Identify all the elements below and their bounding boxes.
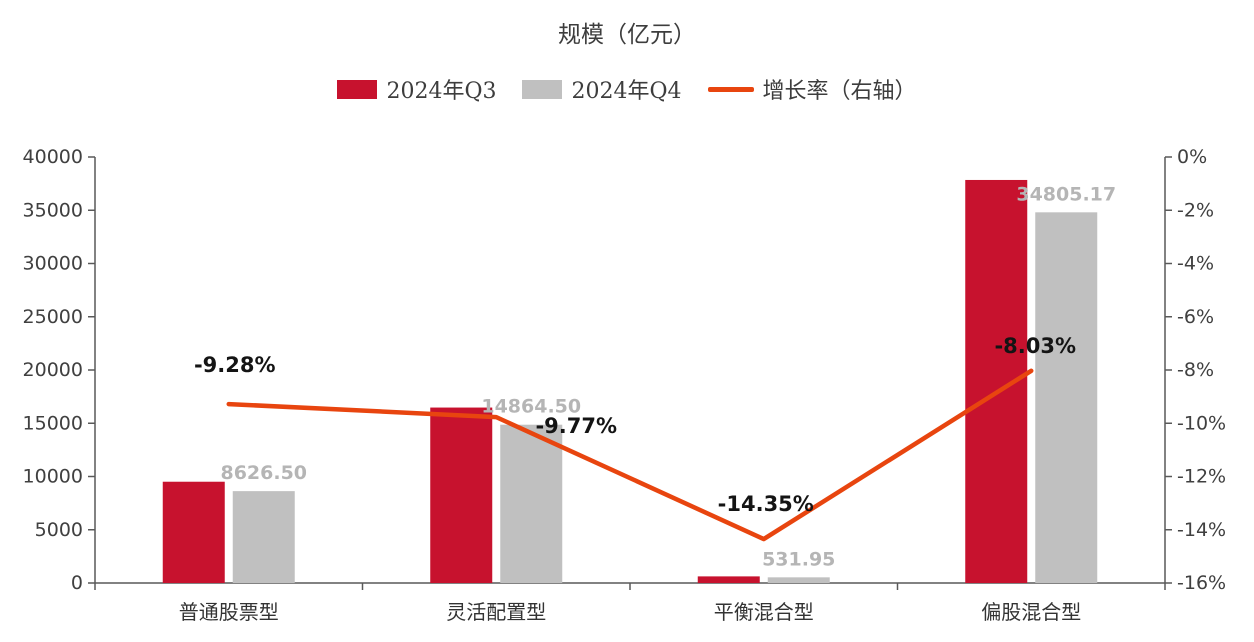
bar-series1-cat3 <box>1035 212 1098 583</box>
right-axis-tick-label: -16% <box>1177 572 1226 594</box>
category-label: 普通股票型 <box>179 600 279 624</box>
legend-bar-swatch <box>337 79 378 99</box>
q4-value-label: 531.95 <box>762 548 835 570</box>
bar-series1-cat1 <box>500 424 563 583</box>
left-axis-tick-label: 15000 <box>23 412 83 434</box>
left-axis-tick-label: 35000 <box>23 199 83 221</box>
right-axis-tick-label: -6% <box>1177 306 1214 328</box>
q4-value-label: 34805.17 <box>1016 183 1116 205</box>
legend-item-0: 2024年Q3 <box>337 73 496 105</box>
chart-plot: 0 5000 10000 15000 20000 25000 30000 35000 40000… <box>23 146 1227 624</box>
right-axis-tick-label: -2% <box>1177 199 1214 221</box>
category-label: 偏股混合型 <box>981 600 1081 624</box>
bar-series0-cat1 <box>430 407 493 583</box>
growth-rate-label: -8.03% <box>994 334 1076 358</box>
left-axis-tick-label: 40000 <box>23 146 83 168</box>
left-axis-tick-label: 0 <box>71 572 83 594</box>
legend-bar-swatch <box>522 79 563 99</box>
bar-series0-cat0 <box>162 481 225 583</box>
growth-line <box>226 368 1034 542</box>
growth-rate-label: -14.35% <box>718 492 814 516</box>
right-axis-tick-label: -14% <box>1177 519 1226 541</box>
legend-label: 增长率（右轴） <box>762 79 917 104</box>
left-axis-tick-label: 20000 <box>23 359 83 381</box>
legend: 2024年Q3 2024年Q4 增长率（右轴） <box>0 74 1254 104</box>
right-axis-tick-label: 0% <box>1177 146 1207 168</box>
legend-item-2: 增长率（右轴） <box>707 73 917 105</box>
category-label: 平衡混合型 <box>714 600 814 624</box>
legend-label: 2024年Q4 <box>571 79 682 104</box>
right-axis-tick-label: -10% <box>1177 412 1226 434</box>
legend-line-swatch <box>707 86 754 92</box>
legend-item-1: 2024年Q4 <box>522 73 682 105</box>
growth-rate-label: -9.28% <box>194 353 276 377</box>
bar-series1-cat2 <box>767 577 830 583</box>
right-axis-tick-label: -8% <box>1177 359 1214 381</box>
left-axis-tick-label: 25000 <box>23 306 83 328</box>
legend-label: 2024年Q3 <box>386 79 497 104</box>
left-axis-tick-label: 5000 <box>35 519 83 541</box>
q4-value-label: 14864.50 <box>481 396 581 418</box>
chart-title: 规模（亿元） <box>558 22 696 48</box>
bar-series1-cat0 <box>232 491 295 583</box>
right-axis-tick-label: -12% <box>1177 466 1226 488</box>
growth-rate-label: -9.77% <box>535 414 617 438</box>
q4-value-label: 8626.50 <box>220 462 307 484</box>
right-axis-tick-label: -4% <box>1177 253 1214 275</box>
bar-series0-cat2 <box>697 576 760 583</box>
left-axis-tick-label: 10000 <box>23 466 83 488</box>
left-axis-tick-label: 30000 <box>23 253 83 275</box>
category-label: 灵活配置型 <box>446 600 546 624</box>
